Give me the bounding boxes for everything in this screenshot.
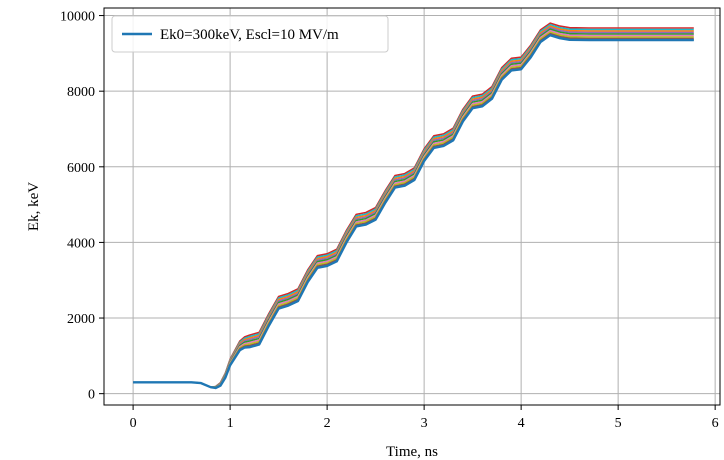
legend-box — [111, 15, 389, 53]
y-tick-label: 4000 — [67, 236, 95, 251]
y-tick-label: 6000 — [67, 161, 95, 176]
series-spread-line — [133, 32, 694, 389]
series-spread-line — [133, 28, 694, 389]
y-tick-label: 10000 — [60, 10, 95, 25]
series-main — [133, 34, 694, 390]
series-spread-line — [133, 29, 694, 389]
y-tick-label: 8000 — [67, 85, 95, 100]
legend-label: Ek0=300keV, Escl=10 MV/m — [160, 27, 339, 43]
series-spread-line — [133, 34, 694, 389]
series-spread-line — [133, 22, 694, 389]
y-tick-label: 2000 — [67, 312, 95, 327]
legend: Ek0=300keV, Escl=10 MV/m — [111, 15, 389, 53]
series-spread-line — [133, 25, 694, 389]
x-tick-label: 2 — [324, 416, 331, 431]
grid-lines — [104, 8, 720, 405]
x-tick-label: 0 — [130, 416, 137, 431]
plot-frame — [103, 7, 721, 406]
x-tick-label: 1 — [227, 416, 234, 431]
x-tick-label: 5 — [615, 416, 622, 431]
trajectory-spread — [133, 22, 694, 389]
x-axis-label: Time, ns — [386, 444, 438, 460]
series-spread-line — [133, 23, 694, 389]
series-line — [133, 34, 694, 390]
axis-ticks: 0 1 2 3 4 5 6 0 2000 4000 6000 8000 10000 — [60, 10, 719, 431]
x-tick-label: 3 — [421, 416, 428, 431]
series-spread-line — [133, 31, 694, 389]
x-tick-label: 6 — [712, 416, 719, 431]
y-tick-label: 0 — [88, 388, 95, 403]
y-axis-label: Ek, keV — [26, 182, 42, 231]
x-tick-label: 4 — [518, 416, 525, 431]
series-spread-line — [133, 26, 694, 389]
